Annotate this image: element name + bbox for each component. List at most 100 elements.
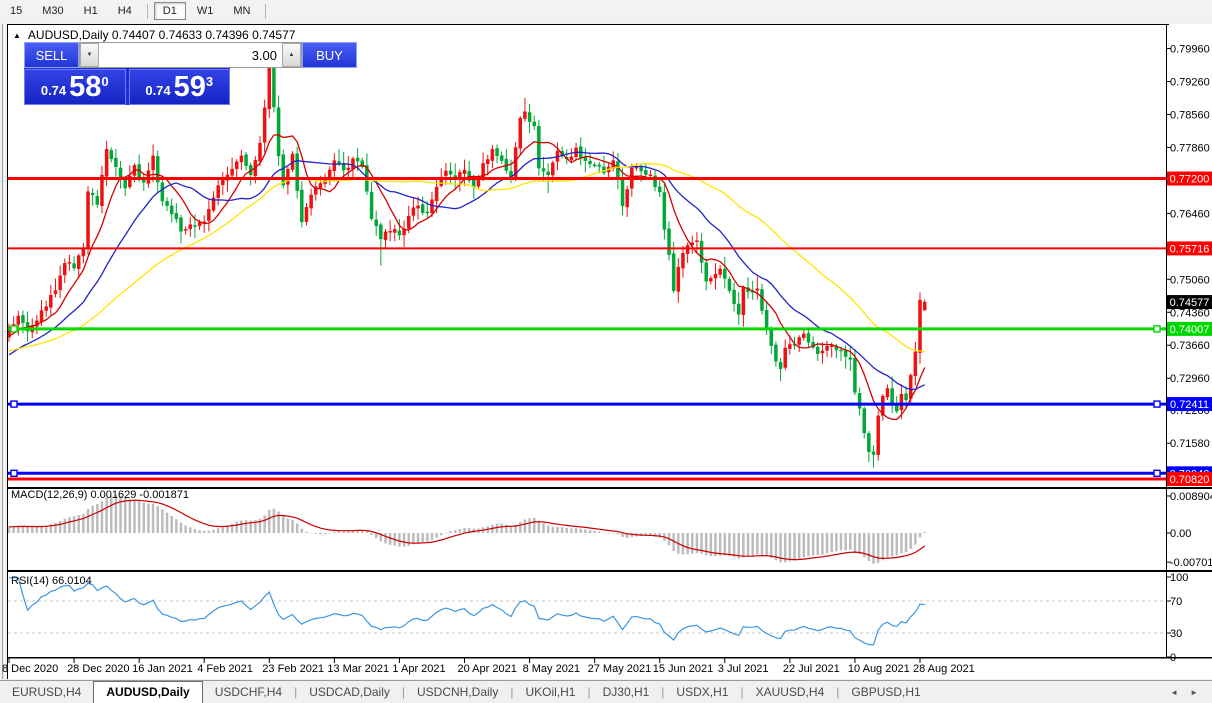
- svg-text:0.72960: 0.72960: [1170, 373, 1210, 385]
- svg-text:3 Jul 2021: 3 Jul 2021: [718, 663, 769, 675]
- collapse-arrow-icon[interactable]: ▲: [13, 31, 21, 40]
- volume-decrease-button[interactable]: ▼: [80, 43, 99, 67]
- svg-text:15 Jun 2021: 15 Jun 2021: [653, 663, 714, 675]
- timeframe-m30[interactable]: M30: [42, 5, 64, 17]
- svg-text:28 Dec 2020: 28 Dec 2020: [67, 663, 129, 675]
- buy-price-display[interactable]: 0.74 59 3: [128, 69, 230, 105]
- timeframe-w1[interactable]: W1: [196, 5, 214, 17]
- tab-audusd-daily[interactable]: AUDUSD,Daily: [93, 681, 203, 703]
- timeframe-h4[interactable]: H4: [117, 5, 132, 17]
- toolbar-separator: [265, 3, 267, 19]
- ma-slow-line: [8, 163, 925, 353]
- rsi-line: [9, 577, 925, 646]
- hline-0.74007[interactable]: [8, 325, 1166, 333]
- sell-button[interactable]: SELL: [24, 42, 79, 68]
- price-axis-badges: 0.772000.757160.740070.724110.709400.708…: [1167, 171, 1212, 486]
- svg-text:0.74007: 0.74007: [1170, 324, 1210, 336]
- buy-price-pip: 3: [205, 74, 214, 89]
- svg-text:4 Feb 2021: 4 Feb 2021: [197, 663, 253, 675]
- svg-text:0.75060: 0.75060: [1170, 274, 1210, 286]
- tab-scroll-left-icon[interactable]: ◄: [1170, 688, 1179, 697]
- tab-dj30-h1[interactable]: DJ30,H1: [602, 685, 650, 699]
- svg-text:0.74577: 0.74577: [1170, 297, 1210, 309]
- chart-tab-bar: EURUSD,H4 AUDUSD,Daily USDCHF,H4 | USDCAD,Da…: [0, 680, 1212, 703]
- macd-label: MACD(12,26,9) 0.001629 -0.001871: [11, 489, 189, 501]
- chart-symbol-ohlc-label: AUDUSD,Daily 0.74407 0.74633 0.74396 0.7…: [27, 28, 296, 42]
- svg-text:0.74360: 0.74360: [1170, 307, 1210, 319]
- tab-separator: |: [740, 685, 744, 699]
- timeframe-h1[interactable]: H1: [83, 5, 98, 17]
- volume-input[interactable]: [99, 43, 282, 67]
- hline-0.72411[interactable]: [8, 400, 1166, 408]
- svg-text:0.75716: 0.75716: [1170, 243, 1210, 255]
- tab-ukoil-h1[interactable]: UKOil,H1: [525, 685, 576, 699]
- svg-text:0.72411: 0.72411: [1170, 399, 1209, 411]
- svg-text:22 Jul 2021: 22 Jul 2021: [783, 663, 840, 675]
- tab-xauusd-h4[interactable]: XAUUSD,H4: [755, 685, 825, 699]
- svg-text:8 Dec 2020: 8 Dec 2020: [2, 663, 58, 675]
- timeframe-toolbar: 15 M30 H1 H4 D1 W1 MN: [0, 0, 1212, 23]
- tab-separator: |: [587, 685, 591, 699]
- date-axis[interactable]: 8 Dec 2020 28 Dec 2020 16 Jan 2021 4 Feb 20…: [2, 658, 975, 675]
- rsi-axis[interactable]: 100 70 30 0: [1166, 572, 1188, 664]
- svg-text:16 Jan 2021: 16 Jan 2021: [132, 663, 193, 675]
- tab-gbpusd-h1[interactable]: GBPUSD,H1: [851, 685, 921, 699]
- svg-text:0.76460: 0.76460: [1170, 208, 1210, 220]
- macd-signal-line: [8, 499, 926, 561]
- svg-text:0.008904: 0.008904: [1170, 491, 1212, 503]
- svg-text:0.77860: 0.77860: [1170, 142, 1210, 154]
- tab-usdcad-daily[interactable]: USDCAD,Daily: [309, 685, 390, 699]
- hline-0.70940[interactable]: [8, 469, 1166, 477]
- svg-text:1 Apr 2021: 1 Apr 2021: [392, 663, 445, 675]
- svg-text:0.71580: 0.71580: [1170, 438, 1210, 450]
- svg-text:20 Apr 2021: 20 Apr 2021: [458, 663, 517, 675]
- tab-separator: |: [401, 685, 405, 699]
- svg-text:8 May 2021: 8 May 2021: [523, 663, 580, 675]
- svg-text:0.73660: 0.73660: [1170, 340, 1210, 352]
- svg-text:0.70820: 0.70820: [1170, 474, 1210, 486]
- tab-scroll-right-icon[interactable]: ►: [1190, 688, 1198, 697]
- svg-text:0.00: 0.00: [1170, 528, 1191, 540]
- sell-price-prefix: 0.74: [40, 83, 67, 98]
- tab-separator: |: [294, 685, 298, 699]
- tab-usdcnh-daily[interactable]: USDCNH,Daily: [417, 685, 499, 699]
- toolbar-separator: [146, 3, 148, 19]
- volume-increase-button[interactable]: ▲: [282, 43, 301, 67]
- svg-text:-0.007013: -0.007013: [1170, 557, 1212, 569]
- tab-usdx-h1[interactable]: USDX,H1: [676, 685, 729, 699]
- buy-price-big: 59: [173, 71, 206, 103]
- svg-text:0: 0: [1170, 652, 1176, 664]
- buy-price-prefix: 0.74: [145, 83, 171, 98]
- timeframe-d1[interactable]: D1: [153, 2, 186, 20]
- tab-separator: |: [510, 685, 514, 699]
- tab-eurusd-h4[interactable]: EURUSD,H4: [12, 685, 82, 699]
- tab-scroll-arrows: ◄ ►: [1170, 688, 1212, 703]
- svg-text:100: 100: [1170, 572, 1188, 584]
- candlesticks: [8, 44, 927, 468]
- svg-text:0.78560: 0.78560: [1170, 109, 1210, 121]
- tab-usdchf-h4[interactable]: USDCHF,H4: [214, 685, 283, 699]
- price-axis[interactable]: 0.79960 0.79260 0.78560 0.77860 0.76460 0.750…: [1166, 44, 1210, 451]
- svg-text:10 Aug 2021: 10 Aug 2021: [848, 663, 910, 675]
- sell-price-display[interactable]: 0.74 58 0: [24, 69, 126, 105]
- svg-text:13 Mar 2021: 13 Mar 2021: [327, 663, 389, 675]
- timeframe-mn[interactable]: MN: [233, 5, 251, 17]
- svg-text:0.79260: 0.79260: [1170, 77, 1210, 89]
- svg-text:27 May 2021: 27 May 2021: [588, 663, 652, 675]
- ma-medium-line: [8, 151, 925, 390]
- svg-text:23 Feb 2021: 23 Feb 2021: [262, 663, 324, 675]
- svg-text:30: 30: [1170, 628, 1182, 640]
- svg-text:70: 70: [1170, 596, 1182, 608]
- rsi-label: RSI(14) 66.0104: [11, 575, 92, 587]
- buy-button[interactable]: BUY: [302, 42, 357, 68]
- timeframe-15[interactable]: 15: [10, 5, 23, 17]
- one-click-trading-panel: SELL ▼ ▲ BUY 0.74 58 0 0.74 59 3: [24, 42, 357, 105]
- svg-text:28 Aug 2021: 28 Aug 2021: [913, 663, 975, 675]
- sell-price-big: 58: [69, 71, 102, 103]
- svg-text:0.77200: 0.77200: [1170, 174, 1210, 186]
- macd-axis[interactable]: 0.008904 0.00 -0.007013: [1166, 491, 1212, 569]
- svg-text:0.79960: 0.79960: [1170, 44, 1210, 56]
- chart-title: ▲ AUDUSD,Daily 0.74407 0.74633 0.74396 0.…: [13, 28, 295, 42]
